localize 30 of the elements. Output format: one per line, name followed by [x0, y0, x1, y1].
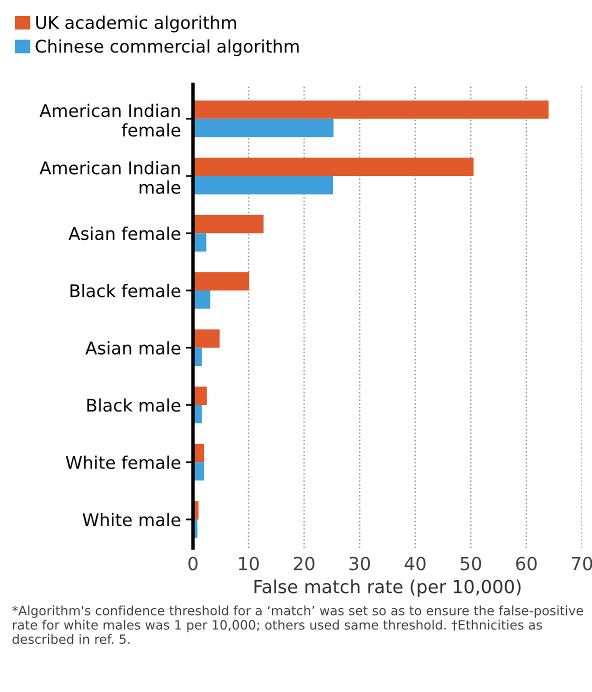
- y-tick-label: Asian female: [68, 226, 180, 240]
- y-tick-label: White female: [66, 456, 180, 470]
- x-tick-label: 50: [460, 556, 482, 570]
- bar: [192, 214, 264, 234]
- y-tick-label: American Indian male: [40, 161, 180, 194]
- x-tick-label: 0: [188, 556, 198, 570]
- x-tick-label: 40: [404, 556, 426, 570]
- bar: [192, 329, 220, 348]
- bar: [192, 386, 207, 405]
- bar: [192, 233, 206, 252]
- bar: [192, 176, 334, 194]
- legend-label: UK academic algorithm: [36, 16, 236, 32]
- y-tick-label: Black male: [87, 398, 180, 412]
- bar: [192, 272, 250, 290]
- y-tick-label: Asian male: [85, 341, 180, 355]
- y-tick-label: American Indian female: [40, 104, 180, 137]
- y-tick-label: Black female: [70, 284, 180, 298]
- text: *Algorithm's confidence threshold for a ‘match’ was set so as to ensure the false-positive rate for white males was 1 per 10,000; others used same threshold. †Ethnicities as described in ref. 5.: [12, 606, 584, 644]
- x-tick-label: 60: [516, 556, 537, 570]
- bar: [192, 158, 474, 176]
- x-axis-title: False match rate (per 10,000): [254, 579, 521, 597]
- x-tick-label: 70: [572, 556, 592, 570]
- bar: [192, 100, 549, 119]
- x-tick-label: 20: [294, 556, 314, 570]
- x-tick-label: 10: [239, 556, 259, 570]
- bar: [192, 118, 334, 138]
- bar: [192, 290, 210, 309]
- x-tick-label: 30: [350, 556, 370, 570]
- y-tick-label: White male: [82, 512, 180, 526]
- legend-label: Chinese commercial algorithm: [36, 39, 299, 56]
